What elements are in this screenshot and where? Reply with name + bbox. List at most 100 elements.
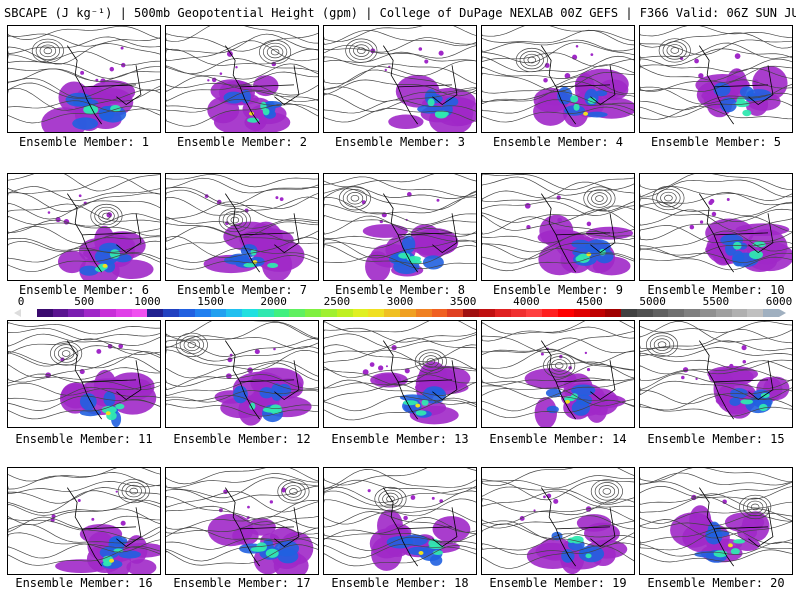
map-plot [324,174,476,280]
colorbar-swatch [715,309,733,317]
colorbar-swatch [352,309,369,317]
ensemble-member-label: Ensemble Member: 18 [331,576,469,590]
ensemble-member-panel [639,25,793,133]
colorbar-swatch [700,309,717,317]
sbcape-colorbar [14,309,786,317]
ensemble-member-panel [323,25,477,133]
map-plot [166,26,318,132]
ensemble-member-label: Ensemble Member: 17 [173,576,311,590]
ensemble-member-panel [7,25,161,133]
colorbar-swatch [478,309,496,317]
colorbar-swatch [21,309,38,317]
map-plot [166,468,318,574]
colorbar-swatch [763,309,780,317]
colorbar-swatch [226,309,243,317]
ensemble-member-label: Ensemble Member: 15 [647,432,785,446]
colorbar-max-arrow [779,309,786,317]
colorbar-swatch [99,309,117,317]
map-plot [324,468,476,571]
ensemble-member-panel [323,173,477,281]
colorbar-swatch [684,309,701,317]
colorbar-swatch [368,309,385,317]
ensemble-member-label: Ensemble Member: 1 [18,135,150,149]
map-plot [640,321,792,420]
ensemble-member-panel [323,320,477,428]
colorbar-swatch [131,309,148,317]
map-plot [8,468,160,574]
colorbar-swatch [415,309,433,317]
ensemble-member-panel [481,467,635,575]
colorbar-swatch [115,309,133,317]
ensemble-member-label: Ensemble Member: 16 [15,576,153,590]
ensemble-member-panel [481,320,635,428]
colorbar-swatch [431,309,448,317]
ensemble-member-label: Ensemble Member: 9 [492,283,624,297]
ensemble-member-label: Ensemble Member: 10 [647,283,785,297]
ensemble-member-label: Ensemble Member: 12 [173,432,311,446]
colorbar-swatch [557,309,575,317]
colorbar-tick-label: 1000 [134,295,161,308]
colorbar-swatch [621,309,638,317]
ensemble-member-panel [481,173,635,281]
colorbar-swatch [636,309,654,317]
colorbar-tick-label: 3000 [386,295,414,308]
ensemble-member-label: Ensemble Member: 7 [176,283,308,297]
map-plot [482,26,634,128]
map-title: SBCAPE (J kg⁻¹) | 500mb Geopotential Hei… [4,6,796,20]
ensemble-member-label: Ensemble Member: 5 [650,135,782,149]
map-plot [166,321,318,426]
map-plot [324,26,476,132]
ensemble-member-label: Ensemble Member: 14 [489,432,627,446]
map-plot [482,468,634,574]
colorbar-swatch [747,309,764,317]
colorbar-swatch [273,309,290,317]
colorbar-swatch [652,309,669,317]
colorbar-swatch [573,309,590,317]
ensemble-member-panel [323,467,477,575]
colorbar-swatch [36,309,54,317]
colorbar-swatch [68,309,85,317]
colorbar-swatch [605,309,622,317]
ensemble-member-label: Ensemble Member: 4 [492,135,624,149]
colorbar-tick-label: 2500 [323,295,351,308]
map-plot [482,174,634,276]
map-plot [166,174,318,280]
colorbar-swatch [305,309,322,317]
map-plot [8,174,160,280]
colorbar-tick-label: 0 [17,295,25,308]
ensemble-member-panel [639,173,793,281]
colorbar-swatch [163,309,180,317]
colorbar-swatch [321,309,338,317]
ensemble-member-label: Ensemble Member: 19 [489,576,627,590]
map-plot [482,321,634,427]
colorbar-swatch [289,309,306,317]
colorbar-swatch [510,309,527,317]
colorbar-swatch [52,309,69,317]
colorbar-swatch [257,309,275,317]
ensemble-member-panel [165,173,319,281]
colorbar-swatch [494,309,512,317]
map-plot [8,26,160,132]
ensemble-member-panel [165,25,319,133]
map-plot [640,468,792,567]
ensemble-member-label: Ensemble Member: 3 [334,135,466,149]
ensemble-member-panel [481,25,635,133]
colorbar-tick-label: 500 [74,295,95,308]
colorbar-swatch [526,309,543,317]
colorbar-swatch [194,309,211,317]
colorbar-swatch [242,309,259,317]
map-plot [640,26,792,125]
ensemble-member-label: Ensemble Member: 13 [331,432,469,446]
colorbar-tick-label: 4500 [576,295,603,308]
ensemble-member-panel [7,173,161,281]
colorbar-swatch [336,309,354,317]
colorbar-swatch [668,309,685,317]
map-plot [640,174,792,273]
colorbar-swatch [447,309,464,317]
ensemble-member-panel [165,467,319,575]
ensemble-member-label: Ensemble Member: 11 [15,432,153,446]
colorbar-swatch [542,309,559,317]
ensemble-member-panel [639,320,793,428]
colorbar-swatch [84,309,101,317]
colorbar-swatch [147,309,164,317]
